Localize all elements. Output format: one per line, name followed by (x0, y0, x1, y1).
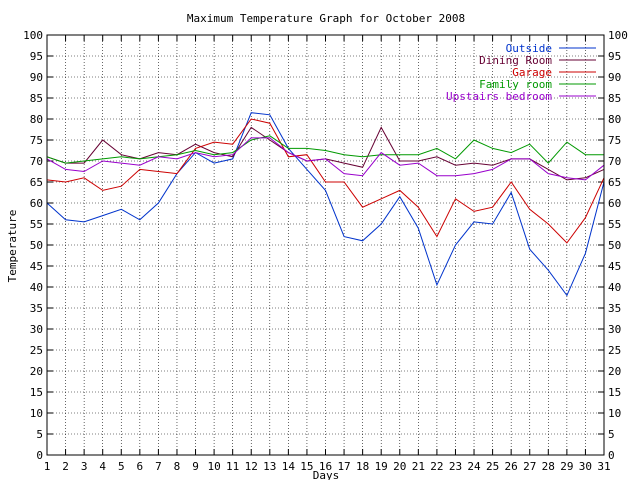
x-tick-label: 29 (560, 460, 573, 473)
y-tick-label-right: 95 (608, 50, 621, 63)
x-tick-label: 24 (467, 460, 481, 473)
y-tick-label-right: 35 (608, 302, 621, 315)
x-tick-label: 8 (174, 460, 181, 473)
x-tick-label: 4 (99, 460, 106, 473)
x-tick-label: 20 (393, 460, 406, 473)
y-axis-label: Temperature (6, 210, 19, 283)
y-tick-label-left: 45 (30, 260, 43, 273)
y-tick-label-right: 10 (608, 407, 621, 420)
y-tick-label-left: 55 (30, 218, 43, 231)
y-tick-label-right: 5 (608, 428, 615, 441)
x-tick-label: 13 (263, 460, 276, 473)
y-tick-label-left: 90 (30, 71, 43, 84)
legend-label: Garage (512, 66, 552, 79)
y-tick-label-left: 95 (30, 50, 43, 63)
series-line-dining-room (46, 126, 605, 181)
x-tick-label: 17 (337, 460, 350, 473)
y-tick-label-right: 90 (608, 71, 621, 84)
y-tick-label-left: 10 (30, 407, 43, 420)
y-tick-label-left: 15 (30, 386, 43, 399)
y-tick-label-right: 45 (608, 260, 621, 273)
series-line-upstairs-bedroom (46, 137, 605, 181)
y-tick-label-right: 25 (608, 344, 621, 357)
y-tick-label-left: 25 (30, 344, 43, 357)
x-tick-label: 14 (282, 460, 296, 473)
y-tick-label-right: 30 (608, 323, 621, 336)
y-tick-label-left: 65 (30, 176, 43, 189)
legend-label: Outside (506, 42, 552, 55)
series-line-garage (46, 118, 605, 244)
x-tick-label: 2 (62, 460, 69, 473)
y-tick-label-right: 100 (608, 29, 628, 42)
y-tick-label-left: 100 (23, 29, 43, 42)
y-tick-label-right: 80 (608, 113, 621, 126)
y-tick-label-right: 85 (608, 92, 621, 105)
chart-title: Maximum Temperature Graph for October 20… (187, 12, 465, 25)
y-tick-label-left: 30 (30, 323, 43, 336)
series-lines (46, 112, 605, 297)
x-tick-label: 19 (375, 460, 388, 473)
x-tick-label: 5 (118, 460, 125, 473)
y-tick-label-right: 15 (608, 386, 621, 399)
y-tick-label-right: 0 (608, 449, 615, 462)
y-tick-label-left: 60 (30, 197, 43, 210)
series-line-family-room (46, 135, 604, 164)
x-tick-label: 18 (356, 460, 369, 473)
x-tick-label: 10 (207, 460, 220, 473)
y-tick-label-left: 70 (30, 155, 43, 168)
y-tick-label-left: 0 (36, 449, 43, 462)
series-line-outside (46, 112, 605, 297)
y-tick-label-right: 40 (608, 281, 621, 294)
y-tick-label-right: 70 (608, 155, 621, 168)
y-tick-label-left: 5 (36, 428, 43, 441)
y-tick-label-right: 20 (608, 365, 621, 378)
x-tick-label: 23 (449, 460, 462, 473)
grid (47, 35, 604, 455)
x-tick-label: 12 (245, 460, 258, 473)
x-tick-label: 1 (44, 460, 51, 473)
y-tick-label-right: 60 (608, 197, 621, 210)
y-tick-label-left: 35 (30, 302, 43, 315)
x-tick-label: 9 (192, 460, 199, 473)
legend-label: Dining Room (479, 54, 552, 67)
x-tick-label: 25 (486, 460, 499, 473)
y-tick-label-left: 40 (30, 281, 43, 294)
legend-label: Family room (479, 78, 552, 91)
y-tick-label-right: 55 (608, 218, 621, 231)
y-tick-label-left: 85 (30, 92, 43, 105)
x-tick-label: 11 (226, 460, 239, 473)
x-tick-label: 3 (81, 460, 88, 473)
y-tick-label-right: 65 (608, 176, 621, 189)
y-tick-label-left: 75 (30, 134, 43, 147)
x-tick-label: 26 (505, 460, 518, 473)
y-tick-label-left: 20 (30, 365, 43, 378)
x-axis-label: Days (313, 469, 340, 480)
x-tick-label: 31 (597, 460, 610, 473)
y-tick-label-left: 80 (30, 113, 43, 126)
y-tick-label-right: 75 (608, 134, 621, 147)
x-tick-label: 27 (523, 460, 536, 473)
plot-frame (46, 34, 605, 456)
x-tick-label: 16 (319, 460, 332, 473)
x-tick-label: 22 (430, 460, 443, 473)
x-tick-label: 7 (155, 460, 162, 473)
legend-label: Upstairs bedroom (446, 90, 552, 103)
x-tick-label: 6 (137, 460, 144, 473)
x-tick-label: 21 (412, 460, 425, 473)
y-tick-label-left: 50 (30, 239, 43, 252)
x-tick-label: 15 (300, 460, 313, 473)
x-tick-label: 28 (542, 460, 555, 473)
x-tick-label: 30 (579, 460, 592, 473)
y-tick-label-right: 50 (608, 239, 621, 252)
